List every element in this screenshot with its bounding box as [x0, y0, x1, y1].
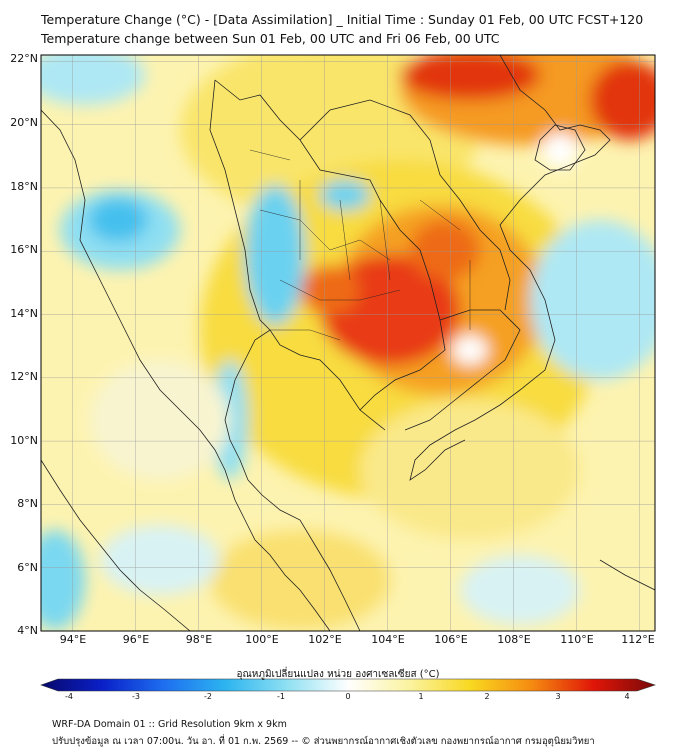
thai-border — [214, 79, 446, 411]
lon-label-98e: 98°E — [185, 633, 213, 646]
lat-label-4n: 4°N — [17, 624, 38, 637]
sumatra — [41, 459, 191, 631]
footer-update-info: ปรับปรุงข้อมูล ณ เวลา 07:00น. วัน อา. ที… — [52, 736, 595, 747]
myanmar-coast — [41, 109, 246, 521]
lon-label-100e: 100°E — [245, 633, 279, 646]
colorbar-title: อุณหภูมิเปลี่ยนแปลง หน่วย องศาเซลเซียส (… — [236, 669, 440, 680]
lon-label-110e: 110°E — [560, 633, 594, 646]
indochina-coast — [409, 55, 611, 481]
colorbar-tick-1: 1 — [418, 692, 424, 701]
chart-title: Temperature Change (°C) - [Data Assimila… — [41, 12, 644, 27]
graticule — [41, 55, 655, 632]
lon-label-112e: 112°E — [621, 633, 655, 646]
colorbar-tick-minus2: -2 — [204, 692, 212, 701]
malay-peninsula-east-coast — [247, 479, 361, 631]
lon-label-106e: 106°E — [434, 633, 468, 646]
lon-label-96e: 96°E — [122, 633, 150, 646]
map-frame — [40, 54, 656, 632]
hainan — [534, 124, 586, 171]
colorbar-tick-minus3: -3 — [132, 692, 140, 701]
chart-subtitle: Temperature change between Sun 01 Feb, 0… — [41, 31, 500, 46]
colorbar — [40, 678, 656, 692]
lon-label-94e: 94°E — [59, 633, 87, 646]
lat-label-16n: 16°N — [10, 243, 38, 256]
lat-label-10n: 10°N — [10, 434, 38, 447]
lon-label-108e: 108°E — [497, 633, 531, 646]
colorbar-tick-minus1: -1 — [277, 692, 285, 701]
laos-border — [299, 99, 511, 311]
temperature-field — [41, 55, 655, 631]
colorbar-tick-0: 0 — [345, 692, 351, 701]
cambodia-vn-border — [404, 309, 521, 431]
lat-label-12n: 12°N — [10, 370, 38, 383]
myanmar-thai-border — [209, 79, 271, 331]
borneo — [599, 559, 655, 591]
gulf-of-thailand-coast — [224, 329, 386, 481]
lat-label-18n: 18°N — [10, 180, 38, 193]
country-borders — [41, 55, 655, 631]
colorbar-tick-minus4: -4 — [65, 692, 73, 701]
lat-label-22n: 22°N — [10, 52, 38, 65]
lat-label-14n: 14°N — [10, 307, 38, 320]
province-lines — [249, 149, 471, 341]
malay-peninsula-coast — [244, 519, 331, 631]
colorbar-tick-4: 4 — [624, 692, 630, 701]
colorbar-tick-2: 2 — [484, 692, 490, 701]
colorbar-tick-3: 3 — [555, 692, 561, 701]
lat-label-6n: 6°N — [17, 561, 38, 574]
lon-label-102e: 102°E — [308, 633, 342, 646]
lat-label-20n: 20°N — [10, 116, 38, 129]
lon-label-104e: 104°E — [371, 633, 405, 646]
lat-label-8n: 8°N — [17, 497, 38, 510]
footer-model-info: WRF-DA Domain 01 :: Grid Resolution 9km … — [52, 719, 287, 730]
